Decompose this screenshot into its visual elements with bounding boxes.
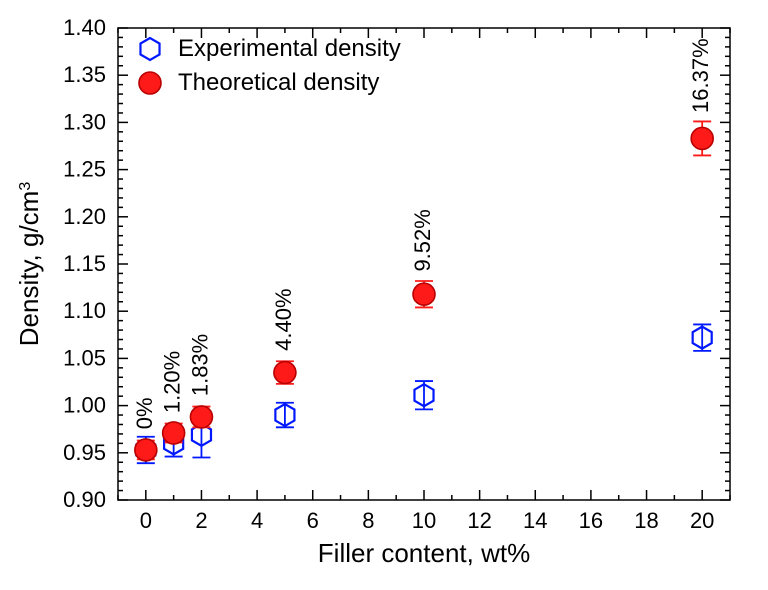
x-tick-label: 10 <box>412 508 436 533</box>
x-tick-label: 12 <box>467 508 491 533</box>
y-tick-label: 1.40 <box>63 15 106 40</box>
x-tick-label: 4 <box>251 508 263 533</box>
x-tick-label: 16 <box>579 508 603 533</box>
x-tick-label: 20 <box>690 508 714 533</box>
y-tick-label: 1.05 <box>63 345 106 370</box>
annotation-label: 16.37% <box>688 38 713 113</box>
circle-filled-marker <box>135 439 157 461</box>
chart-svg: 0 2 4 6 8 10 12 14 16 18 20 0.90 0.95 1.00 1.05 1.10 1.1… <box>0 0 768 590</box>
y-tick-label: 1.25 <box>63 157 106 182</box>
circle-filled-marker <box>139 72 161 94</box>
legend-label: Experimental density <box>178 35 401 62</box>
legend-label: Theoretical density <box>178 69 379 96</box>
y-tick-label: 1.10 <box>63 298 106 323</box>
annotation-label: 1.83% <box>187 334 212 396</box>
annotation-label: 4.40% <box>271 288 296 350</box>
legend: Experimental density Theoretical density <box>139 35 401 96</box>
x-tick-label: 18 <box>634 508 658 533</box>
y-tick-label: 1.30 <box>63 109 106 134</box>
x-axis-label: Filler content, wt% <box>318 538 530 568</box>
circle-filled-marker <box>413 283 435 305</box>
annotation-label: 0% <box>132 397 157 429</box>
y-tick-label: 1.15 <box>63 251 106 276</box>
y-tick-label: 0.90 <box>63 487 106 512</box>
y-tick-label: 1.35 <box>63 62 106 87</box>
annotation-label: 9.52% <box>410 209 435 271</box>
series-experimental <box>136 324 711 463</box>
y-tick-label: 0.95 <box>63 440 106 465</box>
circle-filled-marker <box>691 127 713 149</box>
y-tick-label: 1.20 <box>63 204 106 229</box>
y-tick-label: 1.00 <box>63 393 106 418</box>
circle-filled-marker <box>163 422 185 444</box>
hexagon-open-marker <box>140 38 159 60</box>
x-tick-label: 2 <box>195 508 207 533</box>
x-tick-label: 6 <box>307 508 319 533</box>
circle-filled-marker <box>190 406 212 428</box>
x-tick-label: 0 <box>140 508 152 533</box>
x-tick-label: 8 <box>362 508 374 533</box>
x-tick-label: 14 <box>523 508 547 533</box>
y-axis-label: Density, g/cm3 <box>14 182 44 347</box>
annotation-label: 1.20% <box>160 351 185 413</box>
density-chart: 0 2 4 6 8 10 12 14 16 18 20 0.90 0.95 1.00 1.05 1.10 1.1… <box>0 0 768 590</box>
circle-filled-marker <box>274 362 296 384</box>
